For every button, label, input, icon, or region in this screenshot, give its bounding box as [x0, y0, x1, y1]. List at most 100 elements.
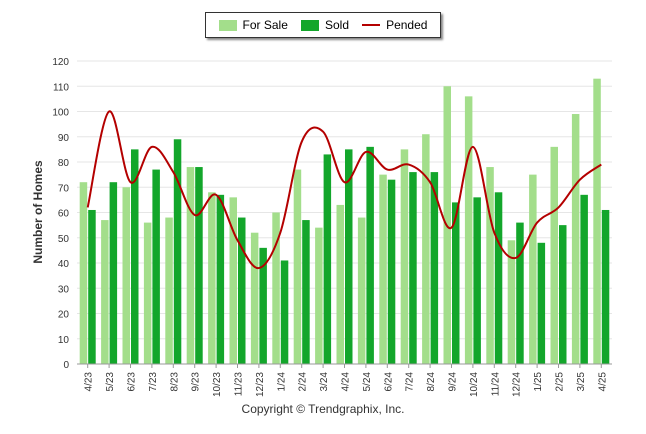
legend-label-sold: Sold [324, 18, 349, 32]
bar-sold [409, 172, 417, 364]
x-tick-label: 9/23 [191, 372, 202, 392]
x-tick-label: 4/24 [341, 372, 352, 392]
x-tick-label: 4/23 [84, 372, 95, 392]
legend-item-sold[interactable]: Sold [300, 18, 349, 32]
x-tick-label: 12/24 [512, 372, 523, 397]
bar-sold [302, 220, 310, 364]
legend-swatch-for-sale [218, 19, 237, 31]
x-tick-label: 6/23 [127, 372, 138, 392]
legend-label-pended: Pended [386, 18, 428, 32]
bar-sold [238, 217, 246, 364]
bar-sold [473, 197, 481, 364]
bar-for-sale [571, 114, 580, 365]
bar-sold [195, 167, 203, 364]
legend-item-pended[interactable]: Pended [362, 18, 427, 32]
bar-sold [516, 222, 524, 364]
bars-layer [79, 78, 610, 365]
y-tick-label: 60 [58, 209, 70, 220]
y-tick-label: 50 [58, 234, 70, 245]
legend-swatch-pended [362, 24, 381, 26]
x-tick-label: 1/25 [533, 372, 544, 392]
x-tick-label: 2/25 [555, 372, 566, 392]
y-tick-label: 120 [52, 57, 69, 68]
bar-for-sale [143, 222, 152, 364]
x-tick-label: 12/23 [255, 372, 266, 397]
bar-sold [580, 194, 588, 364]
bar-sold [88, 209, 96, 364]
x-tick-label: 1/24 [276, 372, 287, 392]
x-tick-label: 3/25 [576, 372, 587, 392]
x-tick-label: 9/24 [448, 372, 459, 392]
bar-for-sale [593, 78, 601, 365]
bar-sold [323, 154, 332, 364]
y-tick-label: 20 [58, 310, 70, 321]
y-tick-label: 70 [58, 183, 70, 194]
x-tick-label: 11/24 [490, 372, 501, 397]
bar-for-sale [101, 220, 109, 364]
y-tick-label: 90 [58, 133, 70, 144]
pended-line [86, 110, 602, 270]
x-tick-label: 10/24 [469, 372, 480, 397]
bar-sold [559, 225, 567, 364]
y-tick-label: 30 [58, 284, 70, 295]
bar-for-sale [550, 146, 558, 364]
bar-sold [366, 146, 374, 364]
y-tick-label: 100 [52, 108, 69, 119]
bar-for-sale [293, 169, 302, 364]
x-tick-label: 5/24 [362, 372, 373, 392]
bar-for-sale [79, 182, 88, 364]
x-tick-label: 8/23 [169, 372, 180, 392]
bar-for-sale [272, 212, 280, 364]
bar-sold [280, 260, 289, 364]
bar-sold [387, 179, 396, 364]
x-tick-label: 3/24 [319, 372, 330, 392]
y-tick-label: 80 [58, 158, 70, 169]
bar-for-sale [486, 167, 494, 364]
x-tick-label: 7/23 [148, 372, 159, 392]
x-tick-label: 7/24 [405, 372, 416, 392]
y-tick-label: 110 [53, 82, 69, 93]
bar-for-sale [315, 227, 323, 364]
bar-sold [345, 149, 353, 364]
x-tick-label: 2/24 [298, 372, 309, 392]
bar-for-sale [400, 149, 409, 364]
bar-sold [259, 247, 267, 364]
legend-item-for-sale[interactable]: For Sale [218, 18, 288, 32]
bar-sold [152, 169, 160, 364]
bar-sold [601, 209, 610, 364]
copyright-text: Copyright © Trendgraphix, Inc. [241, 402, 405, 416]
bar-for-sale [208, 192, 216, 364]
axis-layer: 0 10 20 30 40 50 60 70 80 90 100 110 120 4/23 5/23 6/23… [52, 57, 612, 397]
y-tick-label: 0 [63, 360, 69, 371]
line-layer [86, 110, 602, 270]
bar-for-sale [357, 217, 366, 364]
bar-for-sale [229, 197, 237, 364]
bar-sold [109, 182, 118, 364]
bar-for-sale [422, 134, 430, 364]
bar-for-sale [186, 167, 195, 364]
x-tick-label: 10/23 [212, 372, 223, 397]
bar-for-sale [464, 96, 473, 364]
y-tick-label: 40 [58, 259, 70, 270]
bar-for-sale [165, 217, 173, 364]
bar-for-sale [507, 240, 516, 364]
bar-for-sale [122, 187, 130, 364]
bar-sold [452, 202, 460, 364]
x-tick-label: 4/25 [597, 372, 608, 392]
legend: For Sale Sold Pended [205, 12, 441, 38]
bar-sold [494, 192, 503, 364]
x-tick-label: 8/24 [426, 372, 437, 392]
bar-sold [430, 172, 439, 364]
y-axis-title: Number of Homes [31, 160, 45, 264]
bar-sold [173, 139, 182, 364]
bar-for-sale [379, 174, 387, 364]
bar-for-sale [336, 204, 344, 364]
bar-sold [216, 194, 225, 364]
legend-label-for-sale: For Sale [242, 18, 288, 32]
legend-swatch-sold [300, 19, 319, 31]
x-tick-label: 6/24 [383, 372, 394, 392]
x-tick-label: 11/23 [234, 372, 245, 397]
y-tick-label: 10 [58, 335, 70, 346]
bar-for-sale [250, 232, 259, 364]
